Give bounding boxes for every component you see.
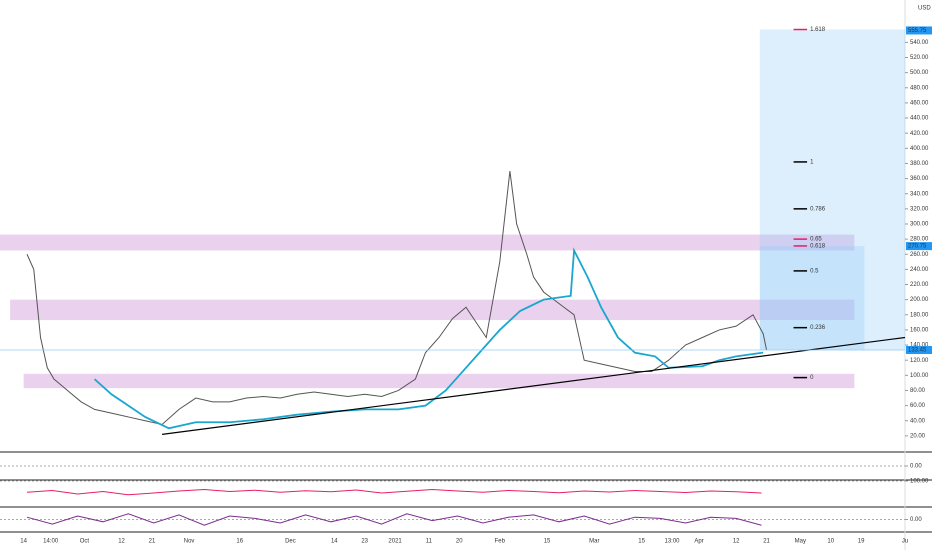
y-tick-label: 60.00 xyxy=(910,403,926,409)
y-tick-label: 360.00 xyxy=(910,176,929,182)
y-tick-label: 500.00 xyxy=(910,70,929,76)
x-tick-label: 10 xyxy=(827,539,834,545)
y-tick-label: 460.00 xyxy=(910,100,929,106)
x-tick-label: Dec xyxy=(285,539,296,545)
x-tick-label: 20 xyxy=(456,539,463,545)
price-tag-label: 555.75 xyxy=(908,28,927,34)
fib-label: 1 xyxy=(810,160,814,166)
fib-label: 0.786 xyxy=(810,206,826,212)
x-tick-label: 19 xyxy=(858,539,865,545)
y-tick-label: 240.00 xyxy=(910,267,929,273)
x-tick-label: 21 xyxy=(149,539,156,545)
y-tick-label: 0.00 xyxy=(910,517,922,523)
series-line xyxy=(93,247,764,430)
x-tick-label: Ju xyxy=(902,539,908,545)
x-tick-label: Feb xyxy=(495,539,506,545)
x-tick-label: 14 xyxy=(20,539,27,545)
y-tick-label: 20.00 xyxy=(910,433,926,439)
projection-box xyxy=(759,29,905,351)
y-tick-label: 100.00 xyxy=(910,373,929,379)
fib-label: 0.236 xyxy=(810,325,826,331)
y-tick-label: 540.00 xyxy=(910,40,929,46)
fib-label: 1.618 xyxy=(810,27,826,33)
fib-label: 0.618 xyxy=(810,244,826,250)
x-tick-label: Mar xyxy=(589,539,599,545)
y-tick-label: 340.00 xyxy=(910,191,929,197)
x-tick-label: 16 xyxy=(236,539,243,545)
price-tag-label: 270.75 xyxy=(908,244,927,250)
y-tick-label: 400.00 xyxy=(910,146,929,152)
x-tick-label: 21 xyxy=(763,539,770,545)
y-tick-label: 0.00 xyxy=(910,464,922,470)
y-tick-label: 260.00 xyxy=(910,252,929,258)
x-tick-label: 14:00 xyxy=(43,539,59,545)
y-tick-label: 80.00 xyxy=(910,388,926,394)
y-tick-label: 380.00 xyxy=(910,161,929,167)
axis-unit: USD xyxy=(918,6,931,12)
y-tick-label: 220.00 xyxy=(910,282,929,288)
x-tick-label: 15 xyxy=(638,539,645,545)
x-tick-label: Oct xyxy=(80,539,90,545)
series-line xyxy=(26,488,762,496)
price-tag xyxy=(906,26,932,35)
y-tick-label: 420.00 xyxy=(910,131,929,137)
x-tick-label: 11 xyxy=(426,539,433,545)
y-tick-label: 120.00 xyxy=(910,358,929,364)
x-tick-label: 13:00 xyxy=(664,539,680,545)
x-tick-label: 12 xyxy=(733,539,740,545)
x-tick-label: May xyxy=(795,539,806,545)
y-tick-label: 160.00 xyxy=(910,328,929,334)
trendline xyxy=(162,336,906,435)
price-tag-label: 133.45 xyxy=(908,348,927,354)
y-tick-label: 140.00 xyxy=(910,343,929,349)
zone xyxy=(0,234,855,251)
price-tag xyxy=(906,242,932,251)
fib-label: 0 xyxy=(810,375,814,381)
x-tick-label: Nov xyxy=(184,539,195,545)
y-tick-label: 520.00 xyxy=(910,55,929,61)
fib-label: 0.65 xyxy=(810,237,822,243)
y-tick-label: 320.00 xyxy=(910,206,929,212)
series-line xyxy=(26,170,768,426)
y-tick-label: 100.00 xyxy=(910,479,929,485)
x-tick-label: 2021 xyxy=(388,539,402,545)
zone xyxy=(10,299,855,321)
projection-box xyxy=(759,246,865,351)
x-tick-label: 15 xyxy=(544,539,551,545)
x-tick-label: Apr xyxy=(694,539,703,545)
price-tag xyxy=(906,346,932,355)
x-tick-label: 14 xyxy=(331,539,338,545)
y-tick-label: 180.00 xyxy=(910,312,929,318)
x-tick-label: 12 xyxy=(118,539,125,545)
y-tick-label: 300.00 xyxy=(910,222,929,228)
y-tick-label: 480.00 xyxy=(910,85,929,91)
y-tick-label: 440.00 xyxy=(910,116,929,122)
y-tick-label: 200.00 xyxy=(910,297,929,303)
y-tick-label: 40.00 xyxy=(910,418,926,424)
y-tick-label: 280.00 xyxy=(910,237,929,243)
fib-label: 0.5 xyxy=(810,268,819,274)
series-line xyxy=(26,513,762,526)
zone xyxy=(23,373,855,389)
x-tick-label: 23 xyxy=(361,539,368,545)
